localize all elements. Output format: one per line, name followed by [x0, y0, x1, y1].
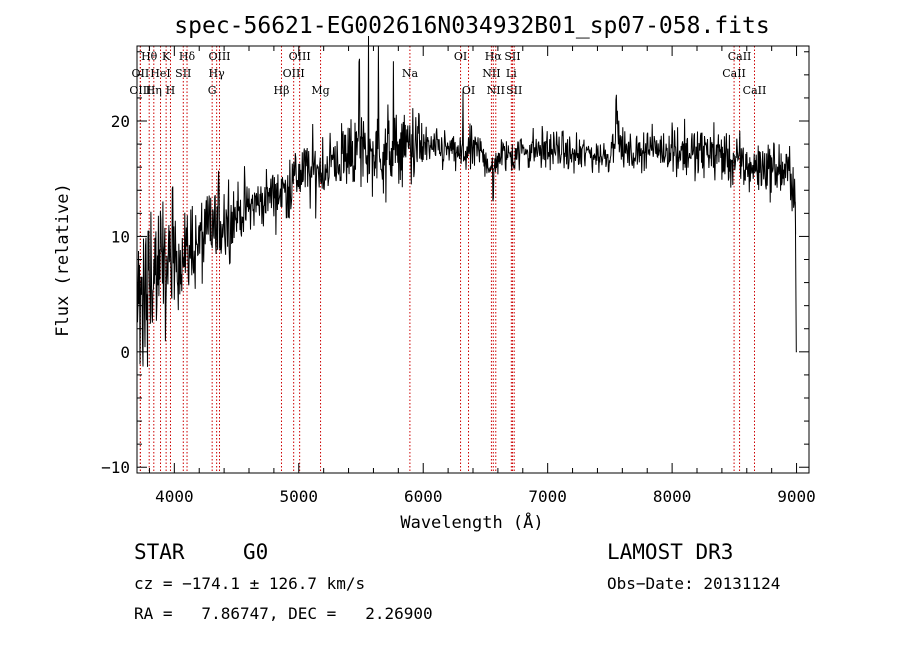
line-label-21: NII: [487, 84, 505, 97]
line-label-23: Li: [506, 67, 517, 80]
line-label-20: NII: [482, 67, 500, 80]
x-axis-ticks: 4000 5000 6000 7000 8000 9000: [148, 46, 816, 506]
x-tick-label-2: 6000: [404, 487, 443, 506]
object-class: STAR: [134, 540, 185, 564]
line-label-19: Hα: [485, 50, 503, 63]
line-label-13: OIII: [283, 67, 305, 80]
observation-date: Obs−Date: 20131124: [607, 574, 781, 593]
y-tick-label-0: −10: [101, 458, 130, 477]
y-tick-label-3: 20: [111, 112, 130, 131]
x-tick-label-3: 7000: [528, 487, 567, 506]
y-axis-ticks: −10 0 10 20: [101, 51, 809, 477]
line-label-3: K: [162, 50, 171, 63]
line-label-1: OII: [132, 67, 150, 80]
sky-coordinates: RA = 7.86747, DEC = 2.26900: [134, 604, 433, 623]
chart-title: spec-56621-EG002616N034932B01_sp07-058.f…: [174, 13, 769, 39]
spectrum-line: [136, 35, 797, 367]
x-tick-label-1: 5000: [280, 487, 319, 506]
spectral-line-markers: [139, 46, 755, 473]
line-label-7: SII: [175, 67, 191, 80]
y-tick-label-1: 0: [120, 343, 130, 362]
line-label-9: OIII: [208, 50, 230, 63]
x-axis-label: Wavelength (Å): [400, 511, 543, 533]
x-tick-label-4: 8000: [653, 487, 692, 506]
redshift-velocity: cz = −174.1 ± 126.7 km/s: [134, 574, 366, 593]
object-subclass: G0: [243, 540, 269, 564]
line-label-14: Hβ: [274, 84, 290, 97]
line-label-16: Na: [402, 67, 419, 80]
line-label-8: H: [166, 84, 176, 97]
x-tick-label-5: 9000: [777, 487, 816, 506]
line-label-10: Hγ: [209, 67, 226, 80]
y-tick-label-2: 10: [111, 227, 130, 246]
line-label-2: OIII: [129, 84, 151, 97]
line-label-0: Hθ: [141, 50, 158, 63]
spectral-line-labels: Hθ OII OIII K HeI Hη Hδ SII H OIII Hγ G OIII OIII Hβ Mg…: [129, 50, 766, 97]
line-label-4: HeI: [150, 67, 170, 80]
line-label-22: SII: [504, 50, 520, 63]
line-label-12: OIII: [289, 50, 311, 63]
x-tick-label-0: 4000: [155, 487, 194, 506]
line-label-6: Hδ: [179, 50, 196, 63]
y-axis-label: Flux (relative): [53, 183, 73, 337]
line-label-17: OI: [454, 50, 467, 63]
line-label-26: CaII: [722, 67, 746, 80]
line-label-25: CaII: [728, 50, 752, 63]
survey-name: LAMOST DR3: [607, 540, 734, 564]
line-label-15: Mg: [311, 84, 329, 97]
line-label-11: G: [208, 84, 217, 97]
plot-frame: [136, 45, 810, 474]
line-label-24: SII: [506, 84, 522, 97]
line-label-5: Hη: [146, 84, 162, 97]
line-label-27: CaII: [743, 84, 767, 97]
line-label-18: OI: [462, 84, 475, 97]
